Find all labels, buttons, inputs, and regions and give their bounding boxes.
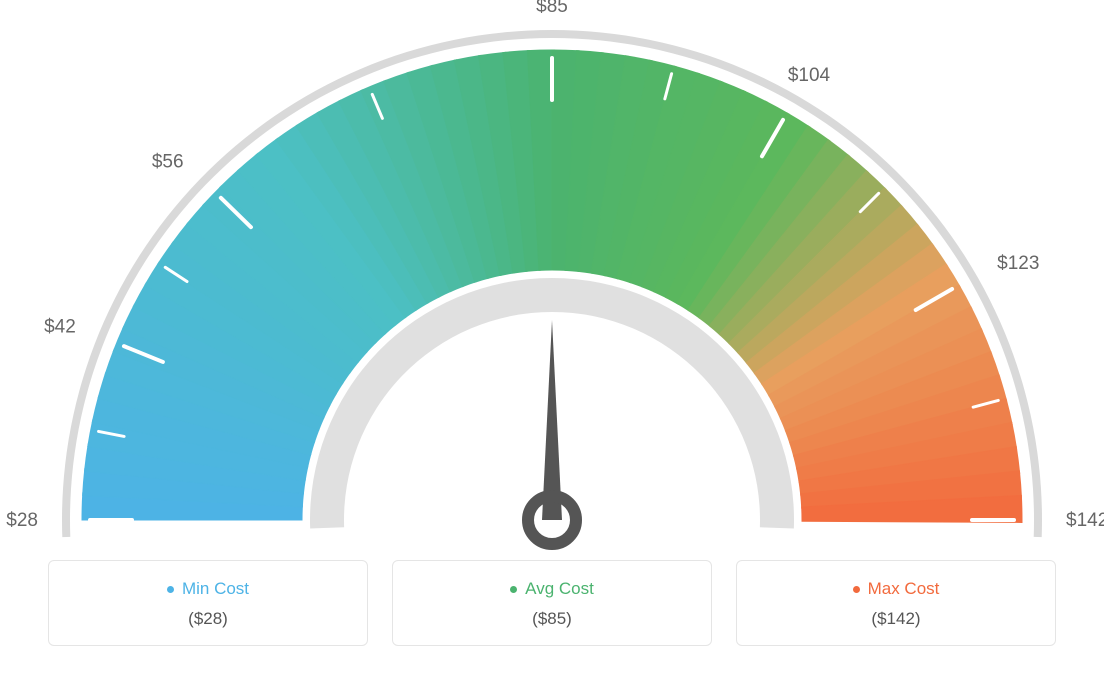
- legend-value-max: ($142): [749, 609, 1043, 629]
- svg-text:$123: $123: [997, 253, 1039, 274]
- svg-text:$56: $56: [152, 152, 184, 173]
- legend-label-min: Min Cost: [182, 579, 249, 599]
- legend-title-avg: Avg Cost: [510, 579, 594, 599]
- legend-value-avg: ($85): [405, 609, 699, 629]
- legend-row: Min Cost ($28) Avg Cost ($85) Max Cost (…: [0, 560, 1104, 646]
- svg-text:$85: $85: [536, 0, 568, 17]
- svg-text:$104: $104: [788, 65, 831, 86]
- gauge-chart: $28 $42 $56 $85 $104 $123 $142: [0, 0, 1104, 560]
- dot-avg: [510, 586, 517, 593]
- svg-text:$42: $42: [44, 317, 76, 338]
- dot-min: [167, 586, 174, 593]
- legend-value-min: ($28): [61, 609, 355, 629]
- dot-max: [853, 586, 860, 593]
- legend-label-avg: Avg Cost: [525, 579, 594, 599]
- legend-card-avg: Avg Cost ($85): [392, 560, 712, 646]
- legend-label-max: Max Cost: [868, 579, 940, 599]
- svg-text:$142: $142: [1066, 510, 1104, 531]
- svg-text:$28: $28: [6, 510, 38, 531]
- gauge-svg: $28 $42 $56 $85 $104 $123 $142: [0, 0, 1104, 560]
- legend-title-max: Max Cost: [853, 579, 940, 599]
- legend-title-min: Min Cost: [167, 579, 249, 599]
- legend-card-max: Max Cost ($142): [736, 560, 1056, 646]
- legend-card-min: Min Cost ($28): [48, 560, 368, 646]
